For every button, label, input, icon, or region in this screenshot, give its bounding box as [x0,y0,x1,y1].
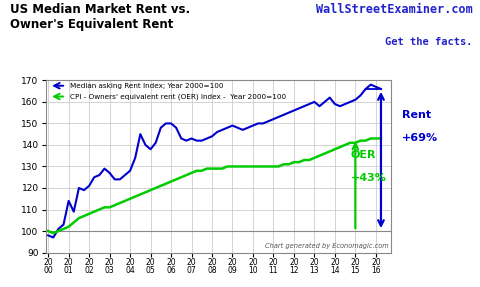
Text: Get the facts.: Get the facts. [385,37,473,47]
Text: +69%: +69% [402,133,438,143]
Text: US Median Market Rent vs.
Owner's Equivalent Rent: US Median Market Rent vs. Owner's Equiva… [10,3,190,31]
Text: Median asking Rent Index; Year 2000=100: Median asking Rent Index; Year 2000=100 [70,83,223,89]
Text: +43%: +43% [350,173,386,183]
Text: WallStreetExaminer.com: WallStreetExaminer.com [316,3,473,16]
Text: CPI - Owners' equivalent rent (OER) Index -  Year 2000=100: CPI - Owners' equivalent rent (OER) Inde… [70,93,286,100]
Text: OER: OER [350,150,376,160]
Text: Rent: Rent [402,110,432,120]
Text: Chart generated by Economagic.com: Chart generated by Economagic.com [265,243,389,249]
